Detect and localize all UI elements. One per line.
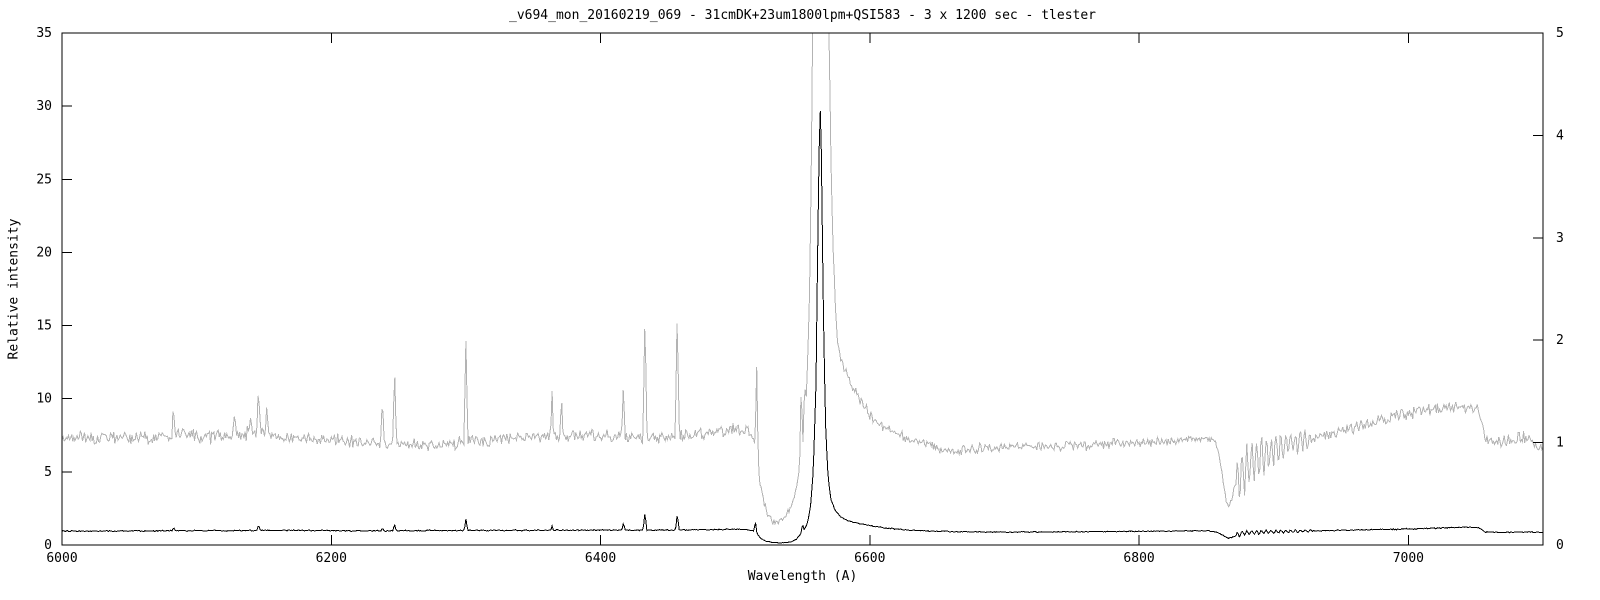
y-left-tick-label: 10	[36, 392, 52, 407]
x-tick-label: 6200	[316, 551, 347, 566]
plot-title: _v694_mon_20160219_069 - 31cmDK+23um1800…	[509, 8, 1096, 23]
plot-frame	[61, 32, 1544, 546]
y-left-tick-label: 20	[36, 245, 52, 260]
y-left-tick-label: 5	[44, 465, 52, 480]
x-tick-label: 7000	[1393, 551, 1424, 566]
raw-spectrum-trace	[62, 33, 1543, 526]
x-axis-label: Wavelength (A)	[747, 569, 858, 584]
y-right-tick-label: 2	[1556, 333, 1564, 348]
y-right-tick-label: 0	[1556, 538, 1564, 553]
y-right-tick-label: 1	[1556, 436, 1564, 451]
y-left-tick-label: 15	[36, 319, 52, 334]
y-right-tick-label: 4	[1556, 128, 1564, 143]
y-right-tick-label: 3	[1556, 231, 1564, 246]
x-tick-label: 6000	[46, 551, 77, 566]
y-left-tick-label: 25	[36, 172, 52, 187]
x-tick-label: 6400	[585, 551, 616, 566]
normalized-spectrum-trace	[62, 110, 1543, 544]
x-tick-label: 6800	[1123, 551, 1154, 566]
x-tick-label: 6600	[854, 551, 885, 566]
y-left-tick-label: 0	[44, 538, 52, 553]
y-right-tick-label: 5	[1556, 26, 1564, 41]
y-left-tick-label: 30	[36, 99, 52, 114]
y-left-tick-label: 35	[36, 26, 52, 41]
